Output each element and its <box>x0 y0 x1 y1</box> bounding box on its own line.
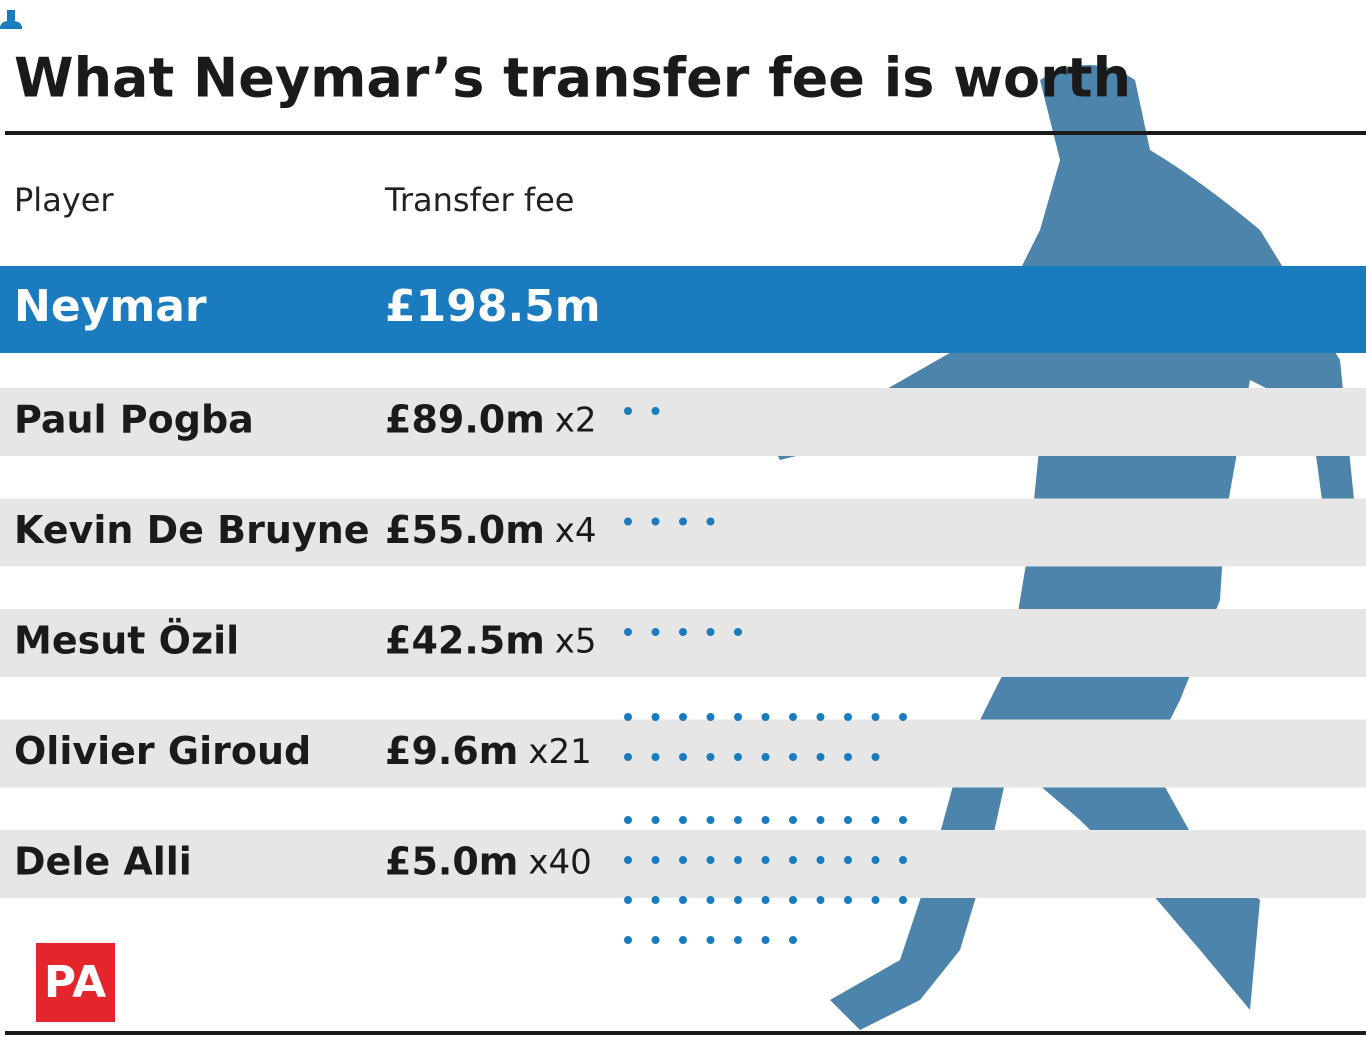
multiplier: x5 <box>555 622 597 662</box>
bottom-rule <box>5 1031 1366 1035</box>
player-icon <box>0 10 742 944</box>
header-player: Player <box>14 181 114 219</box>
highlight-player: Neymar <box>14 281 207 332</box>
player-icon <box>0 10 797 944</box>
fee: £5.0m <box>385 840 518 884</box>
multiplier: x4 <box>555 511 597 551</box>
row-band <box>0 609 1366 677</box>
player-name: Kevin De Bruyne <box>14 508 370 552</box>
player-name: Olivier Giroud <box>14 729 311 773</box>
fee: £9.6m <box>385 729 518 773</box>
multiplier: x2 <box>555 401 597 441</box>
player-icon <box>0 10 687 944</box>
header-fee: Transfer fee <box>384 181 574 219</box>
title: What Neymar’s transfer fee is worth <box>14 47 1131 110</box>
player-icon <box>0 10 632 944</box>
multiplier: x21 <box>528 732 591 772</box>
highlight-band <box>0 266 1366 353</box>
highlight-fee: £198.5m <box>385 281 601 332</box>
logo-box <box>36 943 115 1022</box>
player-name: Mesut Özil <box>14 619 239 663</box>
player-name: Paul Pogba <box>14 398 254 442</box>
fee: £89.0m <box>385 398 545 442</box>
fee: £42.5m <box>385 619 545 663</box>
fee: £55.0m <box>385 508 545 552</box>
logo: PA <box>44 957 106 1008</box>
multiplier: x40 <box>528 843 591 883</box>
player-icon <box>0 10 715 944</box>
player-icon <box>0 10 770 944</box>
row-band <box>0 388 1366 456</box>
player-icon <box>0 10 660 944</box>
player-name: Dele Alli <box>14 840 192 884</box>
row-band <box>0 498 1366 567</box>
title-rule <box>5 131 1366 135</box>
